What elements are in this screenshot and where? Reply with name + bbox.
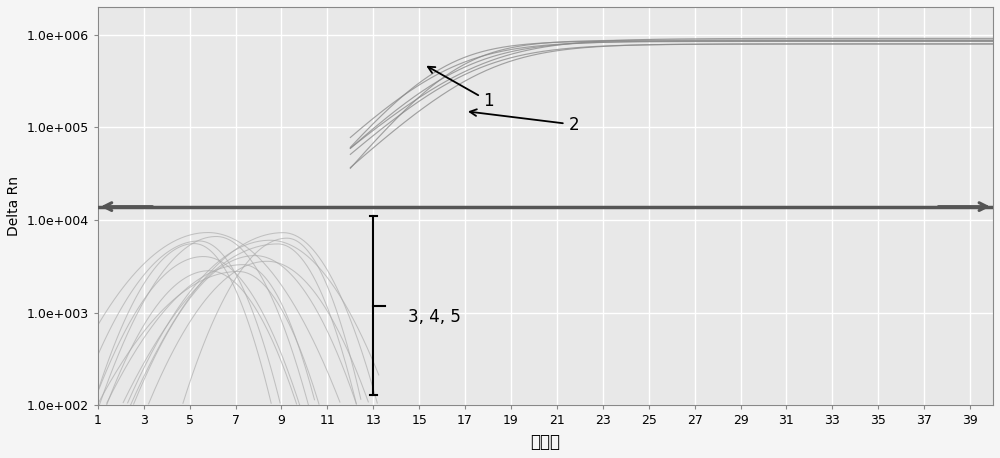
Y-axis label: Delta Rn: Delta Rn (7, 176, 21, 236)
X-axis label: 循环数: 循环数 (530, 433, 560, 451)
Text: 2: 2 (470, 109, 579, 134)
Text: 1: 1 (428, 67, 494, 110)
Text: 3, 4, 5: 3, 4, 5 (408, 308, 461, 326)
